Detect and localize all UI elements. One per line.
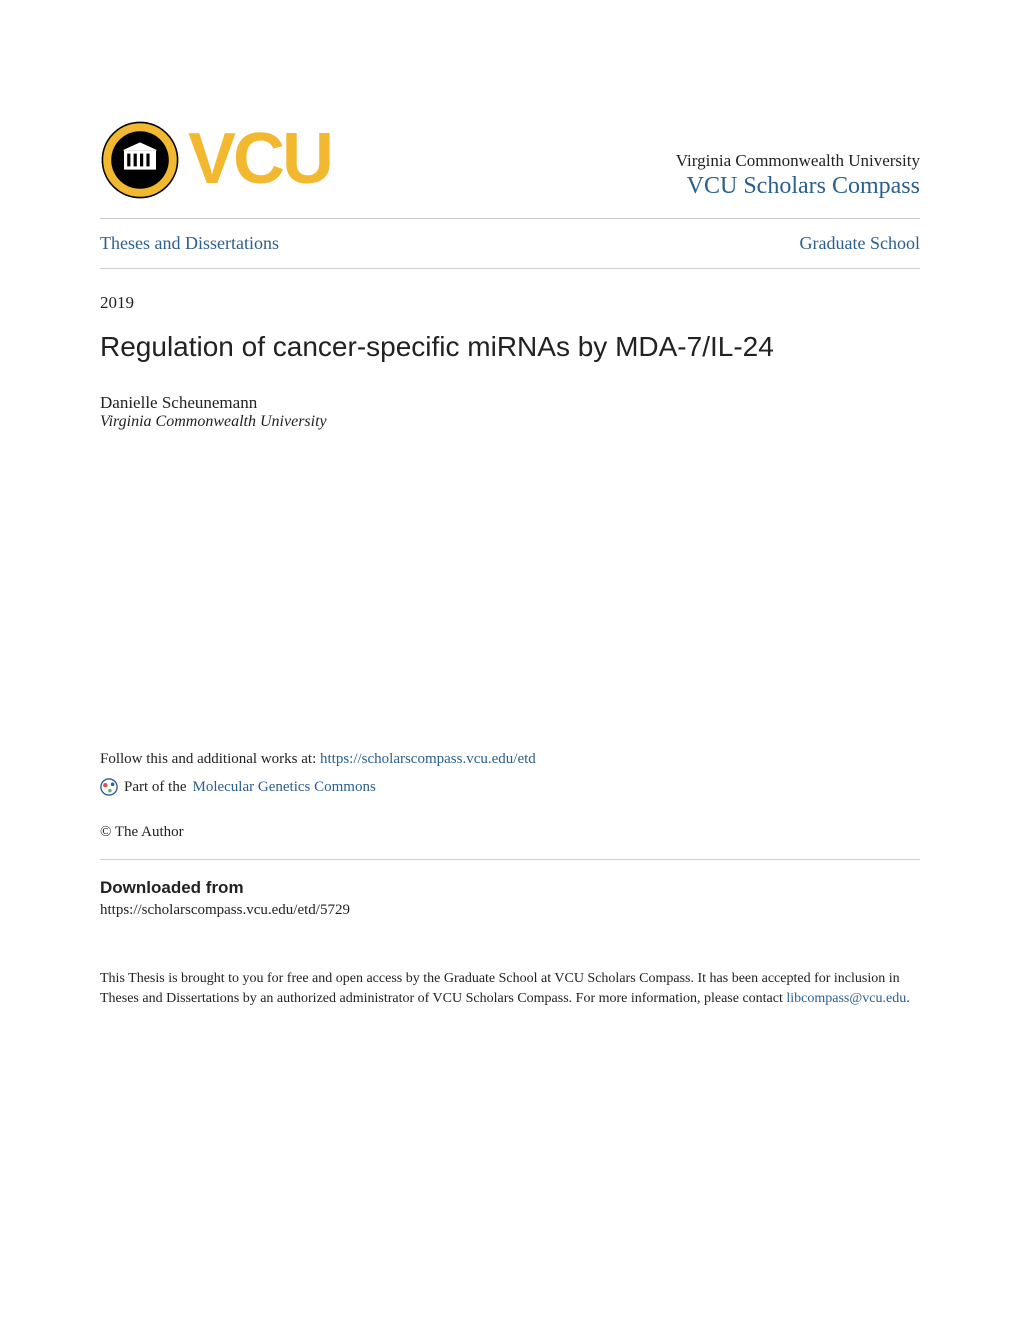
vcu-logo: VCU <box>100 120 331 200</box>
document-title: Regulation of cancer-specific miRNAs by … <box>100 331 920 363</box>
vcu-seal-icon <box>100 120 180 200</box>
repository-link[interactable]: VCU Scholars Compass <box>676 173 920 200</box>
author-name: Danielle Scheunemann <box>100 393 920 413</box>
download-url: https://scholarscompass.vcu.edu/etd/5729 <box>100 902 920 919</box>
divider-download <box>100 859 920 860</box>
network-icon <box>100 778 118 796</box>
footer-after: . <box>906 991 910 1006</box>
footer-text: This Thesis is brought to you for free a… <box>100 969 920 1010</box>
follow-line: Follow this and additional works at: htt… <box>100 751 920 768</box>
publication-year: 2019 <box>100 293 920 313</box>
commons-row: Part of the Molecular Genetics Commons <box>100 778 920 796</box>
downloaded-heading: Downloaded from <box>100 878 920 898</box>
breadcrumb-nav: Theses and Dissertations Graduate School <box>100 219 920 268</box>
contact-email-link[interactable]: libcompass@vcu.edu <box>786 991 906 1006</box>
university-name: Virginia Commonwealth University <box>676 151 920 171</box>
university-block: Virginia Commonwealth University VCU Sch… <box>676 151 920 200</box>
vcu-wordmark: VCU <box>188 129 331 190</box>
content-spacer <box>100 431 920 751</box>
follow-prefix: Follow this and additional works at: <box>100 751 320 767</box>
follow-url-link[interactable]: https://scholarscompass.vcu.edu/etd <box>320 751 536 767</box>
footer-before: This Thesis is brought to you for free a… <box>100 971 900 1006</box>
author-affiliation: Virginia Commonwealth University <box>100 413 920 431</box>
copyright-text: © The Author <box>100 824 920 841</box>
commons-link[interactable]: Molecular Genetics Commons <box>192 779 375 796</box>
divider-nav <box>100 268 920 269</box>
school-link[interactable]: Graduate School <box>800 233 920 254</box>
collection-link[interactable]: Theses and Dissertations <box>100 233 279 254</box>
header-row: VCU Virginia Commonwealth University VCU… <box>100 120 920 200</box>
commons-prefix: Part of the <box>124 779 186 796</box>
